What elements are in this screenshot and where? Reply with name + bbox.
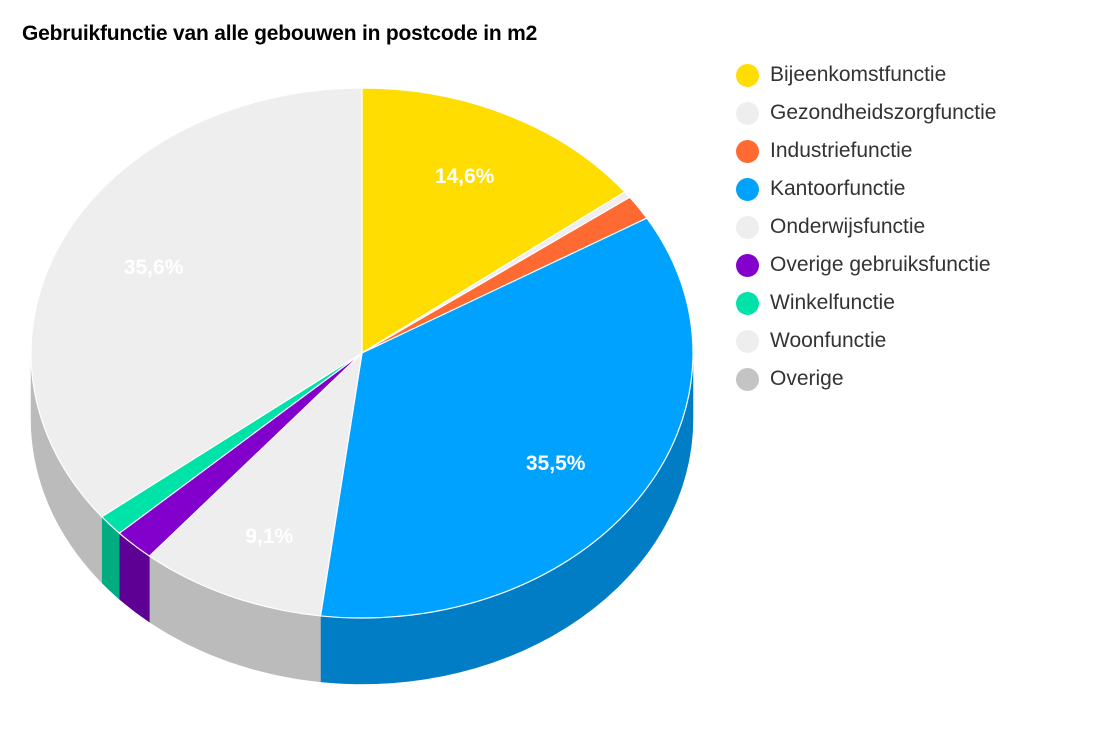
legend-label-industriefunctie: Industriefunctie xyxy=(770,139,913,162)
pie-labels: 14,6% 35,5% 9,1% 35,6% xyxy=(124,165,586,548)
legend-item-woonfunctie[interactable]: Woonfunctie xyxy=(736,322,996,360)
chart-title: Gebruikfunctie van alle gebouwen in post… xyxy=(22,22,538,45)
legend-label-overige: Overige xyxy=(770,367,844,390)
data-label-onderwijsfunctie: 9,1% xyxy=(245,525,293,548)
legend-item-overige-gebruiksfunctie[interactable]: Overige gebruiksfunctie xyxy=(736,246,996,284)
legend-swatch-overige xyxy=(736,367,759,391)
legend-swatch-bijeenkomstfunctie xyxy=(736,63,759,87)
pie-slice-woonfunctie[interactable] xyxy=(30,87,363,518)
legend-label-kantoorfunctie: Kantoorfunctie xyxy=(770,177,906,200)
pie-sides xyxy=(30,352,694,685)
legend-label-winkelfunctie: Winkelfunctie xyxy=(770,291,895,314)
pie-slice-bijeenkomstfunctie[interactable] xyxy=(361,87,626,354)
legend-swatch-onderwijsfunctie xyxy=(736,215,759,239)
data-label-woonfunctie: 35,6% xyxy=(124,256,184,279)
data-label-bijeenkomstfunctie: 14,6% xyxy=(435,165,495,188)
pie-tops xyxy=(30,87,694,619)
legend-item-winkelfunctie[interactable]: Winkelfunctie xyxy=(736,284,996,322)
legend-item-onderwijsfunctie[interactable]: Onderwijsfunctie xyxy=(736,208,996,246)
legend-swatch-overige-gebruiksfunctie xyxy=(736,253,759,277)
legend-label-gezondheidszorgfunctie: Gezondheidszorgfunctie xyxy=(770,101,997,124)
legend-item-bijeenkomstfunctie[interactable]: Bijeenkomstfunctie xyxy=(736,56,996,94)
legend-swatch-industriefunctie xyxy=(736,139,759,163)
legend-label-overige-gebruiksfunctie: Overige gebruiksfunctie xyxy=(770,253,991,276)
legend-swatch-gezondheidszorgfunctie xyxy=(736,101,759,125)
legend-swatch-kantoorfunctie xyxy=(736,177,759,201)
legend-item-overige[interactable]: Overige xyxy=(736,360,996,398)
legend: Bijeenkomstfunctie Gezondheidszorgfunctie… xyxy=(736,56,996,398)
pie-slice-kantoorfunctie[interactable] xyxy=(319,217,694,619)
legend-label-onderwijsfunctie: Onderwijsfunctie xyxy=(770,215,926,238)
legend-label-woonfunctie: Woonfunctie xyxy=(770,329,887,352)
pie-slice-onderwijsfunctie[interactable] xyxy=(148,352,363,617)
legend-swatch-woonfunctie xyxy=(736,329,759,353)
data-label-kantoorfunctie: 35,5% xyxy=(526,452,586,475)
legend-label-bijeenkomstfunctie: Bijeenkomstfunctie xyxy=(770,63,947,86)
legend-swatch-winkelfunctie xyxy=(736,291,759,315)
legend-item-industriefunctie[interactable]: Industriefunctie xyxy=(736,132,996,170)
legend-item-kantoorfunctie[interactable]: Kantoorfunctie xyxy=(736,170,996,208)
legend-item-gezondheidszorgfunctie[interactable]: Gezondheidszorgfunctie xyxy=(736,94,996,132)
pie-chart: 14,6% 35,5% 9,1% 35,6% xyxy=(30,87,694,685)
